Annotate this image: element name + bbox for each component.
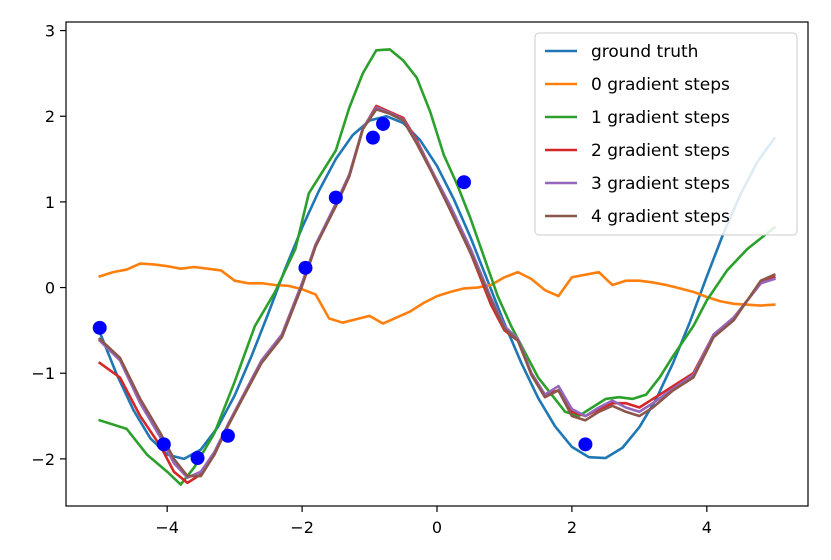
- y-tick-label: 3: [45, 22, 55, 41]
- sample-point: [156, 437, 171, 452]
- axis-ticks-layer: −4 −2 0 2 4 −2 −1 0 1 2 3: [31, 22, 712, 537]
- sample-point: [298, 260, 313, 275]
- series-line-1: [98, 262, 776, 325]
- legend-label: 4 gradient steps: [591, 207, 730, 227]
- sample-point: [365, 130, 380, 145]
- y-tick-label: −2: [31, 450, 55, 469]
- sample-point: [456, 175, 471, 190]
- x-tick-label: 0: [432, 518, 442, 537]
- y-tick-label: −1: [31, 364, 55, 383]
- y-tick-label: 1: [45, 193, 55, 212]
- series-layer: [97, 48, 777, 486]
- legend-label: 3 gradient steps: [591, 174, 730, 194]
- series-line-5: [97, 108, 776, 478]
- legend-label: 1 gradient steps: [591, 108, 730, 128]
- sample-point: [220, 428, 235, 443]
- x-tick-label: 2: [567, 518, 577, 537]
- legend-label: 2 gradient steps: [591, 141, 730, 161]
- sample-point: [328, 190, 343, 205]
- legend-label: ground truth: [591, 42, 698, 62]
- legend-box: [534, 32, 798, 236]
- legend-label: 0 gradient steps: [591, 75, 730, 95]
- y-tick-label: 2: [45, 107, 55, 126]
- x-tick-label: 4: [702, 518, 712, 537]
- sample-point: [190, 451, 205, 466]
- legend: ground truth 0 gradient steps 1 gradient s…: [534, 32, 798, 236]
- x-tick-label: −4: [155, 518, 179, 537]
- sample-point: [578, 437, 593, 452]
- sample-points-layer: [92, 116, 593, 466]
- sample-point: [376, 116, 391, 131]
- series-line-2: [98, 48, 777, 486]
- x-tick-label: −2: [290, 518, 314, 537]
- y-tick-label: 0: [45, 279, 55, 298]
- sample-point: [92, 320, 107, 335]
